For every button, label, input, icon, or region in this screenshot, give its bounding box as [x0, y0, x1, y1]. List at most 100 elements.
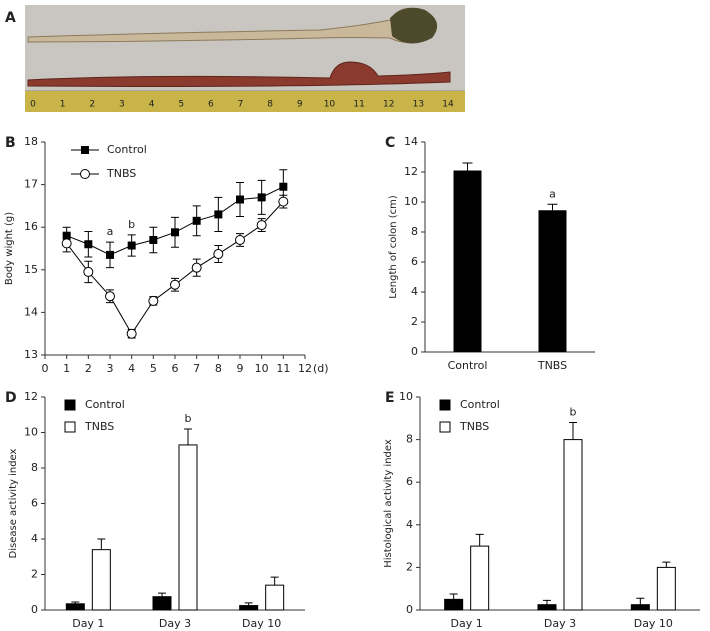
- marker: [127, 241, 136, 250]
- marker: [126, 328, 137, 339]
- ruler-label: 4: [149, 100, 155, 110]
- bar: [537, 604, 557, 611]
- y-tick-label: 16: [24, 220, 38, 233]
- y-tick-label: 14: [404, 135, 418, 148]
- marker: [256, 220, 267, 231]
- marker: [148, 295, 159, 306]
- annotation: b: [128, 218, 135, 231]
- y-axis-label: Body wight (g): [4, 212, 15, 285]
- marker: [213, 249, 224, 260]
- y-tick-label: 0: [406, 603, 413, 616]
- x-tick-label: Day 1: [451, 617, 483, 630]
- x-tick-label: 4: [128, 362, 135, 375]
- ruler-label: 13: [413, 100, 424, 110]
- y-tick-label: 13: [24, 348, 38, 361]
- y-tick-label: 2: [411, 315, 418, 328]
- legend-marker: [439, 399, 451, 411]
- y-tick-label: 10: [24, 426, 38, 439]
- marker: [106, 250, 114, 259]
- x-tick-label: Day 10: [242, 617, 281, 630]
- x-tick-label: Day 3: [544, 617, 576, 630]
- marker: [235, 234, 245, 245]
- legend-marker: [64, 421, 76, 433]
- ruler-label: 9: [297, 100, 303, 110]
- photo: [25, 5, 465, 112]
- y-tick-label: 12: [404, 165, 418, 178]
- y-axis-label: Histological activity index: [383, 439, 394, 568]
- annotation: a: [549, 187, 556, 200]
- ruler-label: 0: [30, 100, 36, 110]
- marker: [214, 210, 223, 219]
- bar: [239, 605, 259, 611]
- legend-marker: [64, 399, 76, 411]
- bar: [563, 439, 583, 611]
- x-tick-label: 9: [237, 362, 244, 375]
- y-tick-label: 0: [411, 345, 418, 358]
- error-bar: [97, 538, 106, 550]
- y-tick-label: 8: [411, 225, 418, 238]
- y-tick-label: 8: [31, 461, 38, 474]
- annotation: b: [570, 406, 577, 419]
- ruler-label: 11: [353, 100, 364, 110]
- marker: [192, 216, 201, 225]
- ruler-label: 6: [208, 100, 214, 110]
- panel-label: C: [385, 135, 395, 151]
- bar: [91, 549, 111, 611]
- ruler: [25, 91, 465, 112]
- y-tick-label: 6: [31, 497, 38, 510]
- bar: [656, 566, 676, 611]
- bar: [65, 603, 85, 611]
- x-tick-label: Control: [448, 359, 488, 372]
- y-tick-label: 10: [399, 390, 413, 403]
- legend-label: Control: [460, 398, 500, 411]
- y-tick-label: 18: [24, 135, 38, 148]
- y-tick-label: 6: [406, 475, 413, 488]
- legend-marker: [439, 421, 451, 433]
- annotation: b: [185, 412, 192, 425]
- error-bar: [184, 428, 192, 445]
- legend-label: Control: [107, 143, 147, 156]
- marker: [149, 235, 158, 244]
- ruler-label: 7: [238, 100, 244, 110]
- x-tick-label: TNBS: [537, 359, 567, 372]
- marker: [61, 238, 72, 249]
- x-tick-label: Day 1: [72, 617, 104, 630]
- y-axis-label: Length of colon (cm): [388, 195, 399, 299]
- marker: [105, 291, 115, 302]
- y-tick-label: 6: [411, 255, 418, 268]
- x-tick-label: Day 3: [159, 617, 191, 630]
- bar: [470, 545, 490, 611]
- y-tick-label: 12: [24, 390, 38, 403]
- bar: [178, 444, 198, 611]
- legend-label: TNBS: [84, 420, 114, 433]
- y-axis-label: Disease activity index: [8, 448, 19, 558]
- annotation: a: [107, 225, 114, 238]
- error-bar: [475, 533, 484, 547]
- ruler-label: 10: [324, 100, 336, 110]
- bar: [444, 598, 464, 611]
- panel-label: D: [5, 390, 17, 406]
- error-bar: [636, 597, 645, 605]
- legend-label: TNBS: [106, 167, 136, 180]
- colon-tnbs: [27, 61, 451, 87]
- marker: [191, 262, 202, 273]
- error-bar: [547, 203, 558, 211]
- x-tick-label: 12: [298, 362, 312, 375]
- ruler-label: 1: [60, 100, 66, 110]
- x-tick-label: 6: [172, 362, 179, 375]
- ruler-label: 12: [383, 100, 394, 110]
- x-tick-label: 5: [150, 362, 157, 375]
- marker: [279, 182, 288, 191]
- x-axis-label: (d): [313, 362, 329, 375]
- bar: [453, 170, 482, 352]
- error-bar: [569, 422, 577, 440]
- x-tick-label: 8: [215, 362, 222, 375]
- error-bar: [662, 561, 671, 568]
- marker: [236, 195, 244, 204]
- marker: [278, 196, 289, 207]
- panel-label: A: [5, 10, 16, 26]
- y-tick-label: 14: [24, 305, 38, 318]
- y-tick-label: 0: [31, 603, 38, 616]
- panel-label: B: [5, 135, 16, 151]
